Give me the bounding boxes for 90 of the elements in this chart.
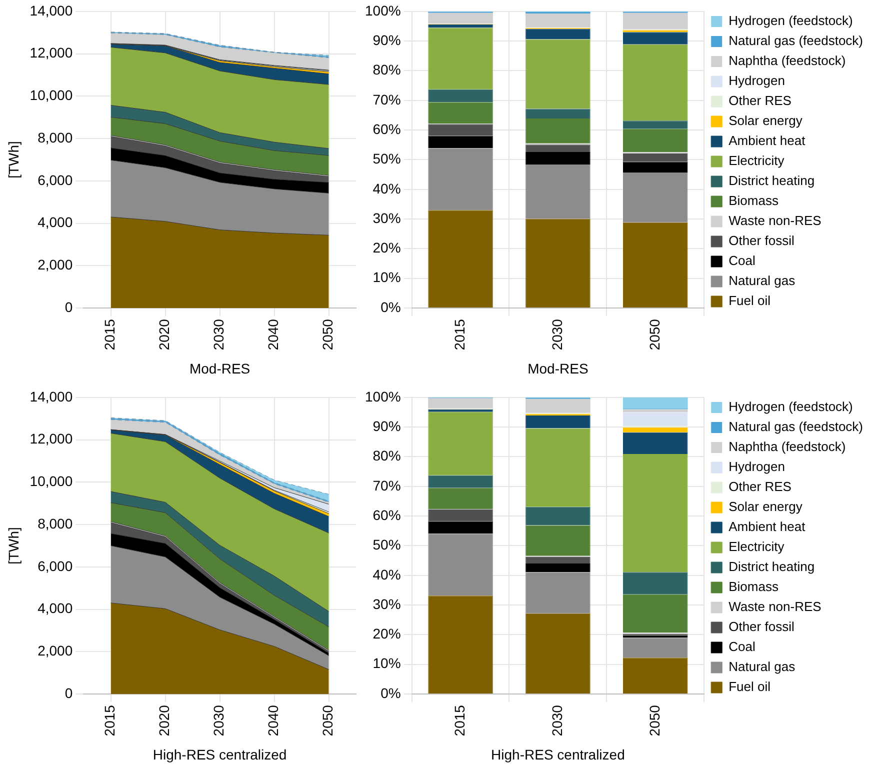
legend-label: Ambient heat [728,133,806,148]
x-tick-label: 2015 [102,318,118,350]
legend-label: Naphtha (feedstock) [728,53,846,68]
y-tick-label: 8,000 [38,515,73,532]
legend-label: Waste non-RES [728,213,822,228]
y-tick-label: 50% [372,536,401,553]
y-tick-label: 100% [364,2,401,18]
y-tick-label: 100% [364,388,401,404]
y-tick-label: 10% [372,655,401,672]
x-axis-title: Mod-RES [189,360,250,376]
x-tick-label: 2015 [451,318,468,350]
y-tick-label: 10,000 [30,87,73,104]
y-tick-label: 6,000 [38,558,73,574]
y-tick-label: 20% [372,626,401,642]
y-axis-title: [TWh] [5,141,22,178]
y-tick-label: 0% [380,298,401,315]
legend-label: Natural gas [728,659,796,674]
y-tick-label: 10% [372,269,401,286]
legend-label: Electricity [728,539,785,554]
y-tick-label: 8,000 [38,129,73,146]
x-tick-label: 2020 [156,318,172,350]
legend-label: Naphtha (feedstock) [728,439,846,454]
y-tick-label: 0 [64,298,73,315]
y-tick-label: 2,000 [38,256,73,273]
x-tick-label: 2015 [451,704,468,736]
legend-label: Natural gas (feedstock) [728,33,864,48]
y-tick-label: 50% [372,150,401,167]
y-tick-label: 10,000 [30,473,73,490]
legend-label: Solar energy [728,113,803,128]
y-tick-label: 70% [372,91,401,108]
x-tick-label: 2050 [646,704,662,736]
legend-label: Natural gas [728,273,796,288]
legend-label: Fuel oil [728,679,771,694]
y-tick-label: 70% [372,477,401,494]
legend-label: Hydrogen (feedstock) [728,399,853,414]
legend-label: Waste non-RES [728,599,822,614]
y-tick-label: 0 [64,684,73,701]
y-tick-label: 90% [372,32,401,48]
y-tick-label: 12,000 [30,44,73,61]
y-tick-label: 12,000 [30,430,73,447]
legend-label: Other RES [728,93,792,108]
legend-label: Other RES [728,479,792,494]
y-axis-title: [TWh] [5,527,22,564]
legend-label: Biomass [728,579,779,594]
x-axis-title: High-RES centralized [152,746,287,762]
y-tick-label: 90% [372,418,401,434]
legend-label: Other fossil [728,233,794,248]
x-tick-label: 2030 [210,704,227,736]
legend-label: Electricity [728,153,785,168]
legend-label: Coal [728,253,756,268]
y-tick-label: 14,000 [30,2,73,18]
legend-label: Hydrogen [728,73,785,88]
x-tick-label: 2030 [210,318,227,350]
y-tick-label: 20% [372,240,401,256]
legend-label: Biomass [728,193,779,208]
legend-label: Fuel oil [728,293,771,308]
x-tick-label: 2015 [102,704,118,736]
x-tick-label: 2050 [320,318,336,350]
y-tick-label: 80% [372,448,401,464]
legend-label: Coal [728,639,756,654]
x-tick-label: 2030 [548,318,565,350]
legend-label: Other fossil [728,619,794,634]
y-tick-label: 4,000 [38,600,73,616]
legend-label: Natural gas (feedstock) [728,419,864,434]
x-tick-label: 2050 [320,704,336,736]
y-tick-label: 40% [372,566,401,582]
y-tick-label: 2,000 [38,642,73,659]
x-axis-title: Mod-RES [528,360,588,376]
y-tick-label: 6,000 [38,172,73,188]
y-tick-label: 60% [372,506,401,523]
x-axis-title: High-RES centralized [491,746,625,762]
legend-label: Hydrogen [728,459,785,474]
legend-label: Solar energy [728,499,803,514]
y-tick-label: 4,000 [38,214,73,230]
x-tick-label: 2030 [548,704,565,736]
y-tick-label: 0% [380,684,401,701]
y-tick-label: 30% [372,596,401,612]
y-tick-label: 60% [372,120,401,137]
y-tick-label: 30% [372,210,401,226]
x-tick-label: 2040 [265,318,282,350]
legend-label: Hydrogen (feedstock) [728,13,853,28]
x-tick-label: 2040 [265,704,282,736]
x-tick-label: 2020 [156,704,172,736]
legend-label: District heating [728,173,815,188]
legend-label: Ambient heat [728,519,806,534]
x-tick-label: 2050 [646,318,662,350]
y-tick-label: 14,000 [30,388,73,404]
legend-label: District heating [728,559,815,574]
y-tick-label: 80% [372,62,401,78]
y-tick-label: 40% [372,180,401,196]
